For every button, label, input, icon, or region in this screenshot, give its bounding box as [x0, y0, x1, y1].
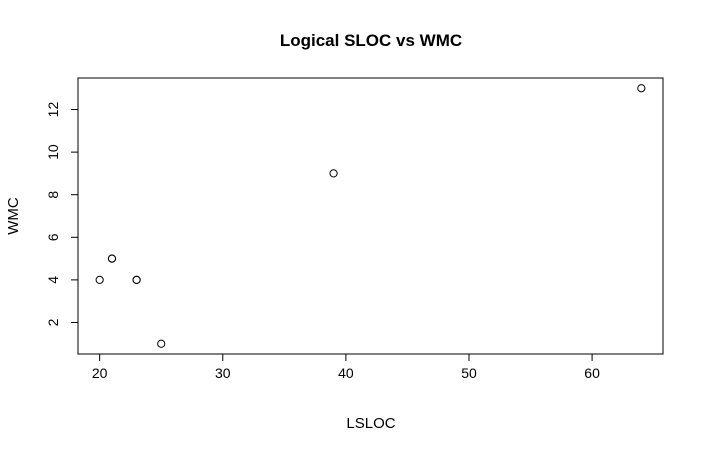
y-tick-label: 2	[45, 318, 61, 326]
y-tick-label: 8	[45, 191, 61, 199]
x-tick-label: 30	[215, 365, 231, 381]
data-point	[157, 339, 166, 348]
plot-area-frame	[77, 77, 664, 355]
x-tick-label: 40	[338, 365, 354, 381]
chart-title: Logical SLOC vs WMC	[280, 31, 462, 50]
x-tick-label: 60	[584, 365, 600, 381]
y-axis-label: WMC	[5, 197, 22, 235]
y-tick-label: 4	[45, 276, 61, 284]
y-tick-label: 12	[45, 102, 61, 118]
data-point	[132, 275, 141, 284]
data-point	[329, 169, 338, 178]
x-axis-label: LSLOC	[346, 415, 395, 432]
x-tick-label: 20	[92, 365, 108, 381]
data-point	[107, 254, 117, 263]
data-points	[95, 84, 646, 348]
x-axis: 20 30 40 50 60	[92, 353, 600, 381]
data-point	[637, 84, 646, 93]
y-tick-label: 6	[45, 233, 61, 241]
y-tick-label: 10	[45, 144, 61, 160]
x-tick-label: 50	[461, 365, 477, 381]
data-point	[95, 275, 104, 284]
y-axis: 2 4 6 8 10 12	[45, 102, 79, 326]
